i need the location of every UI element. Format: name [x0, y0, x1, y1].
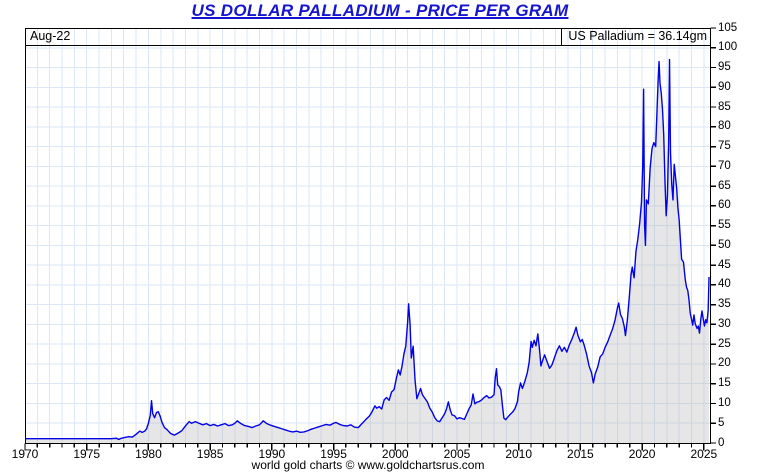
x-tick-label: 1995 — [320, 447, 347, 461]
y-tick-label: 75 — [718, 140, 731, 153]
y-tick-label: 80 — [718, 120, 731, 133]
y-tick-label: 30 — [718, 317, 731, 330]
area-fill — [25, 59, 710, 444]
x-tick-label: 2000 — [381, 447, 409, 461]
y-tick-label: 10 — [718, 396, 731, 409]
x-tick-label: 2015 — [567, 447, 594, 461]
y-tick-label: 60 — [718, 199, 731, 212]
y-tick-label: 50 — [718, 238, 731, 251]
y-tick-label: 20 — [718, 357, 731, 370]
y-tick-label: 5 — [718, 416, 725, 429]
y-tick-label: 55 — [718, 219, 731, 232]
x-tick-label: 1980 — [135, 447, 162, 461]
date-label: Aug-22 — [30, 29, 71, 43]
y-tick-label: 65 — [718, 179, 731, 192]
attribution-text: world gold charts © www.goldchartsrus.co… — [251, 458, 485, 472]
plot-header-strip: Aug-22 US Palladium = 36.14gm — [25, 28, 711, 46]
y-tick-label: 105 — [718, 21, 738, 34]
y-tick-label: 90 — [718, 80, 731, 93]
x-tick-label: 2025 — [690, 447, 718, 461]
y-tick-label: 35 — [718, 298, 731, 311]
current-price-label: US Palladium = 36.14gm — [561, 28, 711, 45]
y-tick-label: 25 — [718, 337, 731, 350]
y-tick-label: 45 — [718, 258, 731, 271]
grid-lines — [25, 28, 710, 443]
plot-frame — [25, 28, 711, 444]
x-tick-label: 1970 — [11, 447, 39, 461]
x-tick-label: 2020 — [628, 447, 656, 461]
y-tick-label: 40 — [718, 278, 731, 291]
price-line — [25, 58, 710, 441]
y-tick-label: 95 — [718, 61, 731, 74]
axis-ticks — [24, 27, 716, 451]
chart-title: US DOLLAR PALLADIUM - PRICE PER GRAM — [191, 1, 569, 20]
y-tick-label: 100 — [718, 41, 738, 54]
y-tick-label: 85 — [718, 100, 731, 113]
x-tick-label: 1985 — [196, 447, 224, 461]
x-tick-label: 1975 — [73, 447, 101, 461]
x-tick-label: 1990 — [258, 447, 286, 461]
y-tick-label: 70 — [718, 159, 731, 172]
y-tick-label: 0 — [718, 436, 725, 449]
x-tick-label: 2010 — [505, 447, 533, 461]
y-tick-label: 15 — [718, 377, 731, 390]
x-tick-label: 2005 — [443, 447, 471, 461]
